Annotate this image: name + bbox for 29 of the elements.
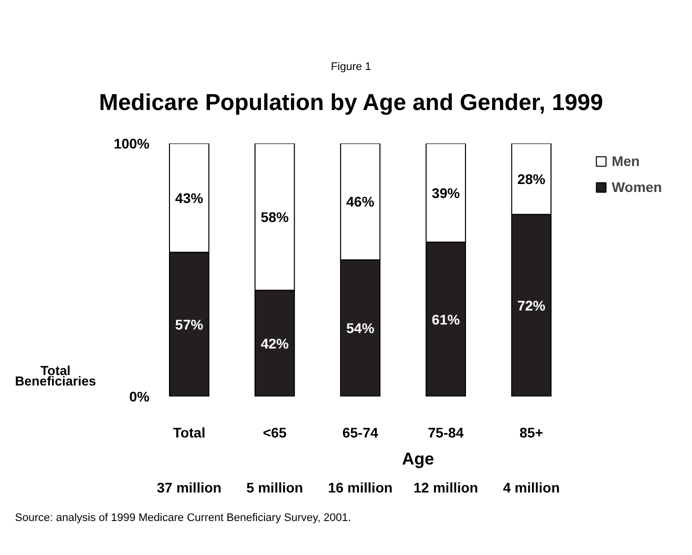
text: 37 million: [156, 480, 222, 496]
text: 12 million: [414, 480, 478, 496]
x-axis-title: Age: [402, 450, 434, 468]
text: Total Beneficiaries: [15, 362, 96, 389]
text: 16 million: [328, 480, 393, 496]
data-label: 39%: [432, 184, 460, 201]
data-label: 42%: [260, 335, 290, 352]
x-tick-label: 85+: [519, 424, 544, 440]
legend-label: Men: [612, 153, 640, 169]
chart-subtitle: Figure 1: [330, 60, 372, 75]
text: 4 million: [502, 480, 560, 496]
text: 5 million: [246, 480, 304, 496]
chart-title: Medicare Population by Age and Gender, 1999: [98, 88, 603, 117]
y-tick-label: 0%: [129, 388, 150, 404]
x-tick-label: <65: [262, 424, 287, 440]
data-label: 72%: [517, 297, 546, 314]
data-label: 57%: [175, 316, 204, 332]
x-tick-label: Total: [172, 424, 206, 440]
data-label: 28%: [517, 170, 546, 187]
legend-label: Women: [612, 179, 662, 195]
x-tick-label: 75-84: [428, 424, 464, 440]
data-label: 54%: [346, 320, 375, 336]
data-label: 46%: [346, 194, 375, 210]
data-label: 58%: [260, 208, 290, 225]
data-label: 43%: [175, 190, 204, 206]
source-note: Source: analysis of 1999 Medicare Current Beneficiary Survey, 2001.: [15, 511, 352, 526]
y-tick-label: 100%: [114, 136, 150, 152]
x-tick-label: 65-74: [342, 424, 378, 440]
data-label: 61%: [432, 311, 460, 328]
